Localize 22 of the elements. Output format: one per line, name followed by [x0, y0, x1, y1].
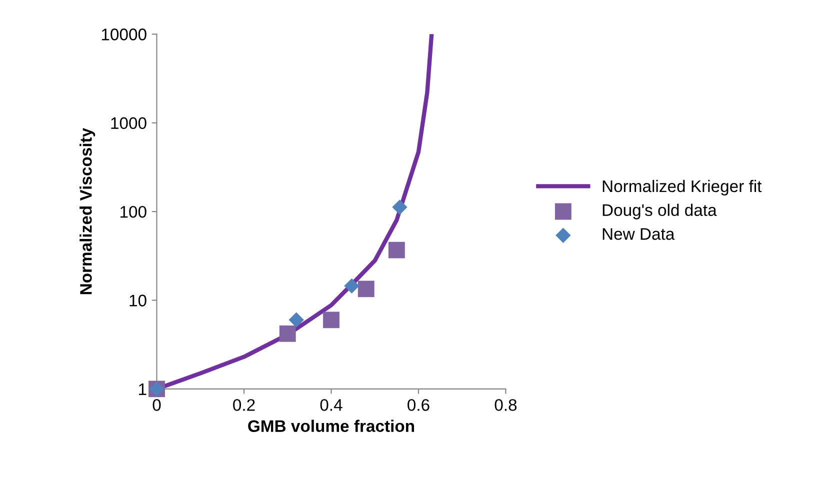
y-tick-label: 10 — [130, 294, 146, 306]
y-axis-title: Normalized Viscosity — [80, 128, 96, 294]
point — [279, 325, 296, 342]
y-tick-label: 10000 — [102, 28, 146, 40]
point — [323, 312, 340, 328]
x-tick-label: 0.2 — [233, 399, 255, 411]
x-tick-label: 0 — [152, 399, 161, 411]
y-tick-label: 1000 — [111, 117, 146, 130]
x-tick-label: 0.8 — [494, 399, 517, 411]
legend-label: Normalized Krieger fit — [602, 180, 762, 196]
x-tick-label: 0.4 — [320, 399, 342, 411]
point — [344, 278, 360, 294]
x-tick-label: 0.6 — [408, 399, 430, 411]
legend-label: New Data — [602, 228, 675, 240]
point — [392, 200, 408, 215]
y-tick-label: 1 — [139, 384, 146, 395]
point — [358, 280, 374, 298]
y-tick-label: 100 — [120, 206, 146, 218]
point — [288, 312, 304, 328]
x-axis-title: GMB volume fraction — [248, 420, 414, 432]
legend-label: Doug's old data — [602, 204, 717, 220]
point — [388, 242, 405, 258]
